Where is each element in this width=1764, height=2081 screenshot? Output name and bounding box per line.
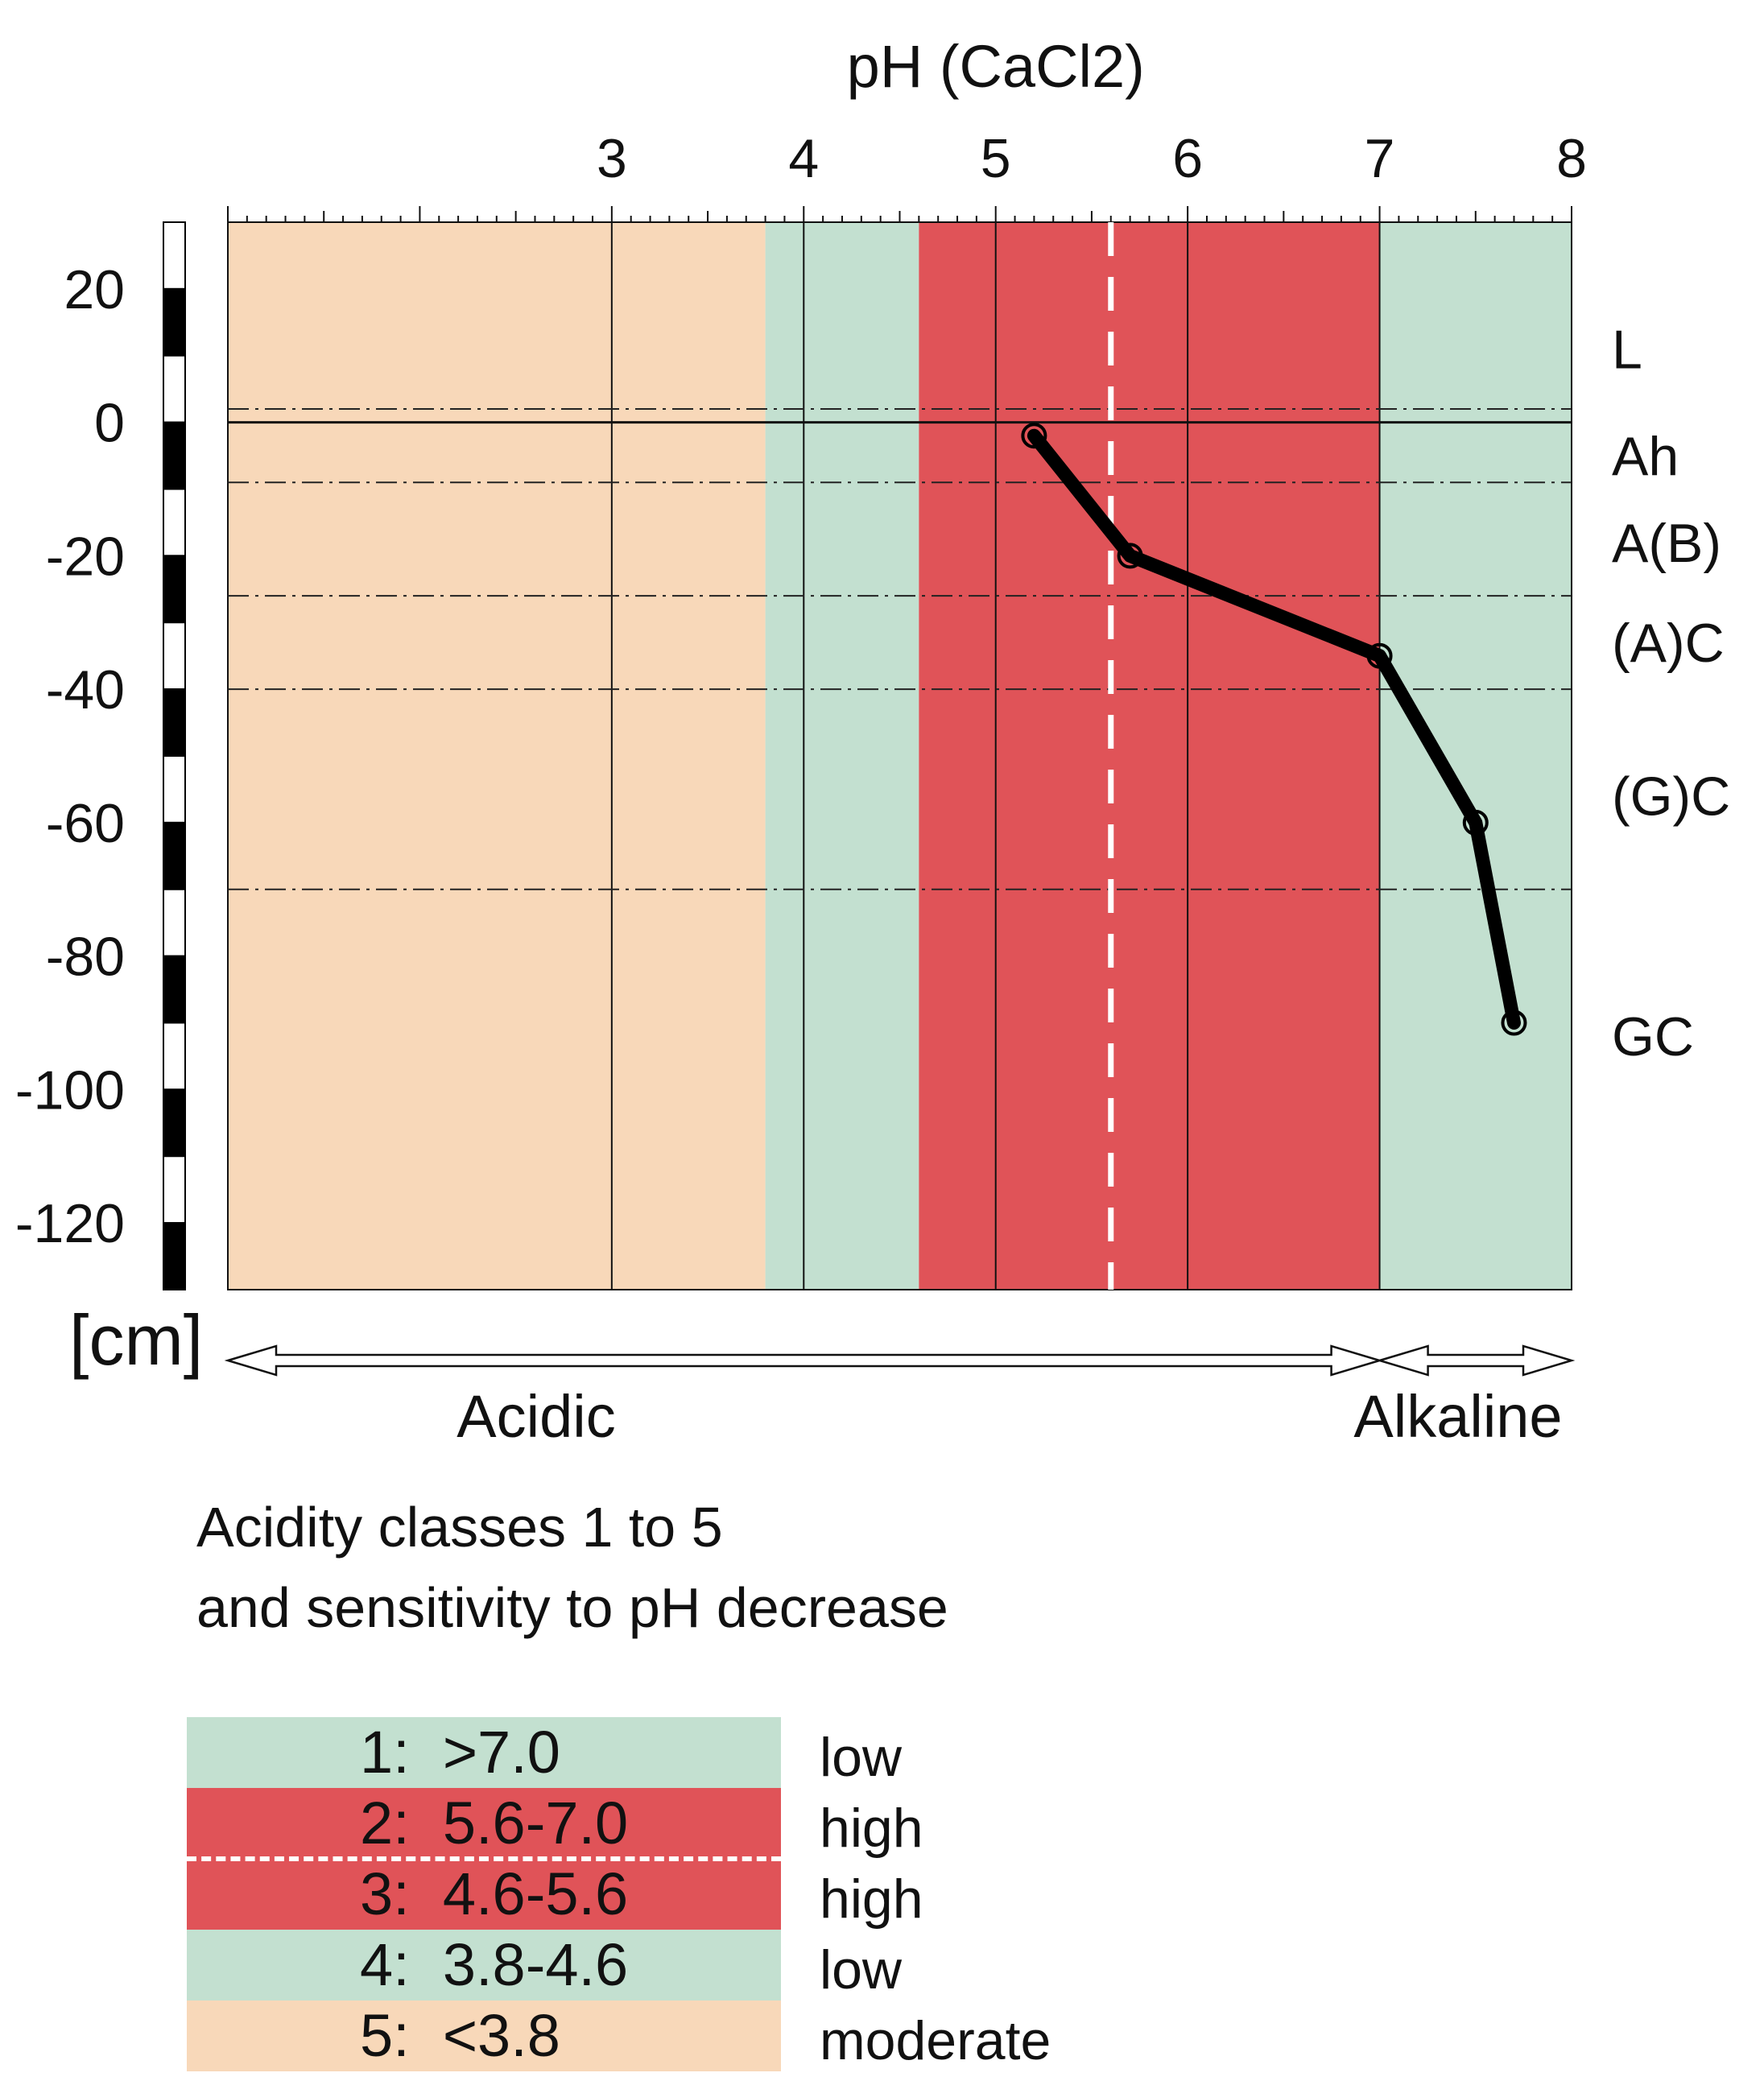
scale-segment [163, 955, 186, 1024]
horizon-label-(G)C: (G)C [1612, 766, 1730, 828]
data-point [1117, 543, 1143, 569]
chart-labels: 20 0 -20 -40 -60 -80 -100 -120 3 4 5 6 7 8 pH (CaCl2) [… [15, 33, 1730, 1450]
y-axis-unit: [cm] [69, 1300, 203, 1380]
data-point [1021, 423, 1047, 449]
scale-segment [163, 488, 186, 557]
legend-swatch [187, 1788, 781, 1859]
scale-segment [163, 755, 186, 824]
x-axis-title: pH (CaCl2) [847, 33, 1145, 100]
alkaline-label: Alkaline [1353, 1383, 1562, 1450]
scale-segment [163, 688, 186, 757]
subtitle-line-1: Acidity classes 1 to 5 [196, 1496, 723, 1559]
data-point [1366, 642, 1393, 669]
y-tick-label: -40 [46, 659, 125, 721]
legend-class-label: 3: 4.6-5.6 [360, 1860, 629, 1927]
x-tick-label: 4 [788, 128, 819, 189]
legend-sensitivity: low [820, 1727, 903, 1788]
y-tick-label: -120 [15, 1193, 125, 1254]
legend-sensitivity: high [820, 1868, 923, 1930]
legend-row-5: 5: <3.8 moderate [187, 2000, 1051, 2071]
data-point [1462, 809, 1489, 836]
legend-row-1: 1: >7.0 low [187, 1717, 902, 1788]
scale-segment [163, 221, 186, 290]
legend-row-3: 3: 4.6-5.6 high [187, 1859, 923, 1930]
horizon-label-L: L [1612, 319, 1642, 380]
scale-segment [163, 1222, 186, 1290]
ph-profile-line [1027, 428, 1521, 1030]
chart-grid [227, 206, 1572, 1290]
legend-swatch [187, 1717, 781, 1788]
horizon-label-(A)C: (A)C [1612, 613, 1725, 674]
x-tick-label: 8 [1556, 128, 1587, 189]
legend-row-2: 2: 5.6-7.0 high [187, 1788, 923, 1859]
scale-segment [163, 555, 186, 624]
acidity-class-bands [228, 222, 1572, 1290]
depth-scale-bar [163, 221, 186, 1290]
scale-segment [163, 354, 186, 423]
scale-segment [163, 421, 186, 490]
scale-segment [163, 1088, 186, 1158]
scale-segment [163, 821, 186, 890]
legend-row-4: 4: 3.8-4.6 low [187, 1930, 902, 2000]
x-tick-label: 7 [1365, 128, 1395, 189]
scale-segment [163, 287, 186, 357]
legend-class-2-3-divider [187, 1856, 781, 1861]
class-band-3 [919, 222, 1380, 1290]
legend-class-label: 5: <3.8 [360, 2002, 560, 2069]
class-band-2 [765, 222, 919, 1290]
y-tick-label: -60 [46, 793, 125, 854]
arrow-alkaline [1376, 1344, 1576, 1377]
class-band-4 [1379, 222, 1572, 1290]
scale-segment [163, 888, 186, 957]
legend-class-label: 1: >7.0 [360, 1719, 560, 1786]
scale-segment [163, 1022, 186, 1091]
y-tick-label: 20 [64, 259, 125, 320]
y-tick-label: -20 [46, 526, 125, 587]
y-tick-label: 0 [94, 393, 125, 454]
acidic-alkaline-arrows [224, 1344, 1576, 1377]
horizon-label-GC: GC [1612, 1006, 1694, 1067]
scale-segment [163, 1155, 186, 1224]
legend-class-label: 2: 5.6-7.0 [360, 1790, 629, 1856]
legend-sensitivity: high [820, 1798, 923, 1859]
ph-depth-chart: 20 0 -20 -40 -60 -80 -100 -120 3 4 5 6 7 8 pH (CaCl2) [… [15, 33, 1730, 1450]
y-tick-label: -80 [46, 927, 125, 988]
legend-class-label: 4: 3.8-4.6 [360, 1931, 629, 1998]
x-tick-label: 3 [597, 128, 627, 189]
data-point [1501, 1010, 1527, 1036]
ph-profile-series [1021, 423, 1527, 1036]
arrow-acidic [224, 1344, 1383, 1377]
legend-sensitivity: low [820, 1939, 903, 2000]
legend-sensitivity: moderate [820, 2010, 1051, 2071]
x-tick-label: 5 [981, 128, 1011, 189]
scale-segment [163, 621, 186, 691]
legend-swatch [187, 1859, 781, 1930]
acidic-label: Acidic [456, 1383, 615, 1450]
class-band-1 [228, 222, 766, 1290]
subtitle-line-2: and sensitivity to pH decrease [196, 1576, 948, 1639]
acidity-class-legend: 1: >7.0 low 2: 5.6-7.0 high 3: 4.6-5.6 high 4:… [187, 1717, 1051, 2071]
y-tick-label: -100 [15, 1059, 125, 1121]
legend-swatch [187, 2000, 781, 2071]
legend-swatch [187, 1930, 781, 2000]
horizon-label-Ah: Ah [1612, 426, 1679, 487]
x-tick-label: 6 [1172, 128, 1203, 189]
horizon-label-A(B): A(B) [1612, 513, 1721, 574]
